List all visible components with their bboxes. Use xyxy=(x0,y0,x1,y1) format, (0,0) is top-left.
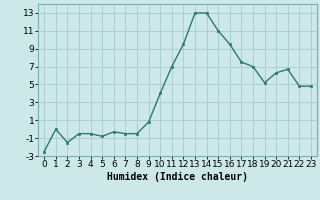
X-axis label: Humidex (Indice chaleur): Humidex (Indice chaleur) xyxy=(107,172,248,182)
